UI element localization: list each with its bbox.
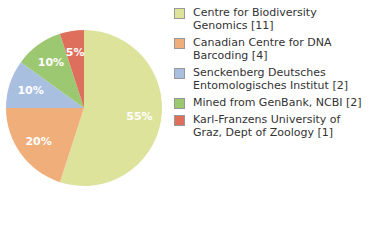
svg-text:55%: 55% (126, 110, 152, 123)
html-text:Canadian Centre for DNA Barcod: Canadian Centre for DNA Barcoding [4] (193, 36, 332, 62)
html-text:Mined from GenBank, NCBI [2]: Mined from GenBank, NCBI [2] (193, 96, 362, 109)
svg-text:20%: 20% (25, 135, 51, 148)
svg-text:10%: 10% (17, 84, 43, 97)
html-text:Karl-Franzens University of Gr: Karl-Franzens University of Graz, Dept o… (193, 113, 341, 139)
svg-text:5%: 5% (66, 46, 85, 59)
html-text:Centre for Biodiversity Genomi: Centre for Biodiversity Genomics [11] (193, 6, 317, 32)
html-text:Senckenberg Deutsches Entomolo: Senckenberg Deutsches Entomologisches In… (193, 66, 348, 92)
svg-text:10%: 10% (38, 56, 64, 69)
